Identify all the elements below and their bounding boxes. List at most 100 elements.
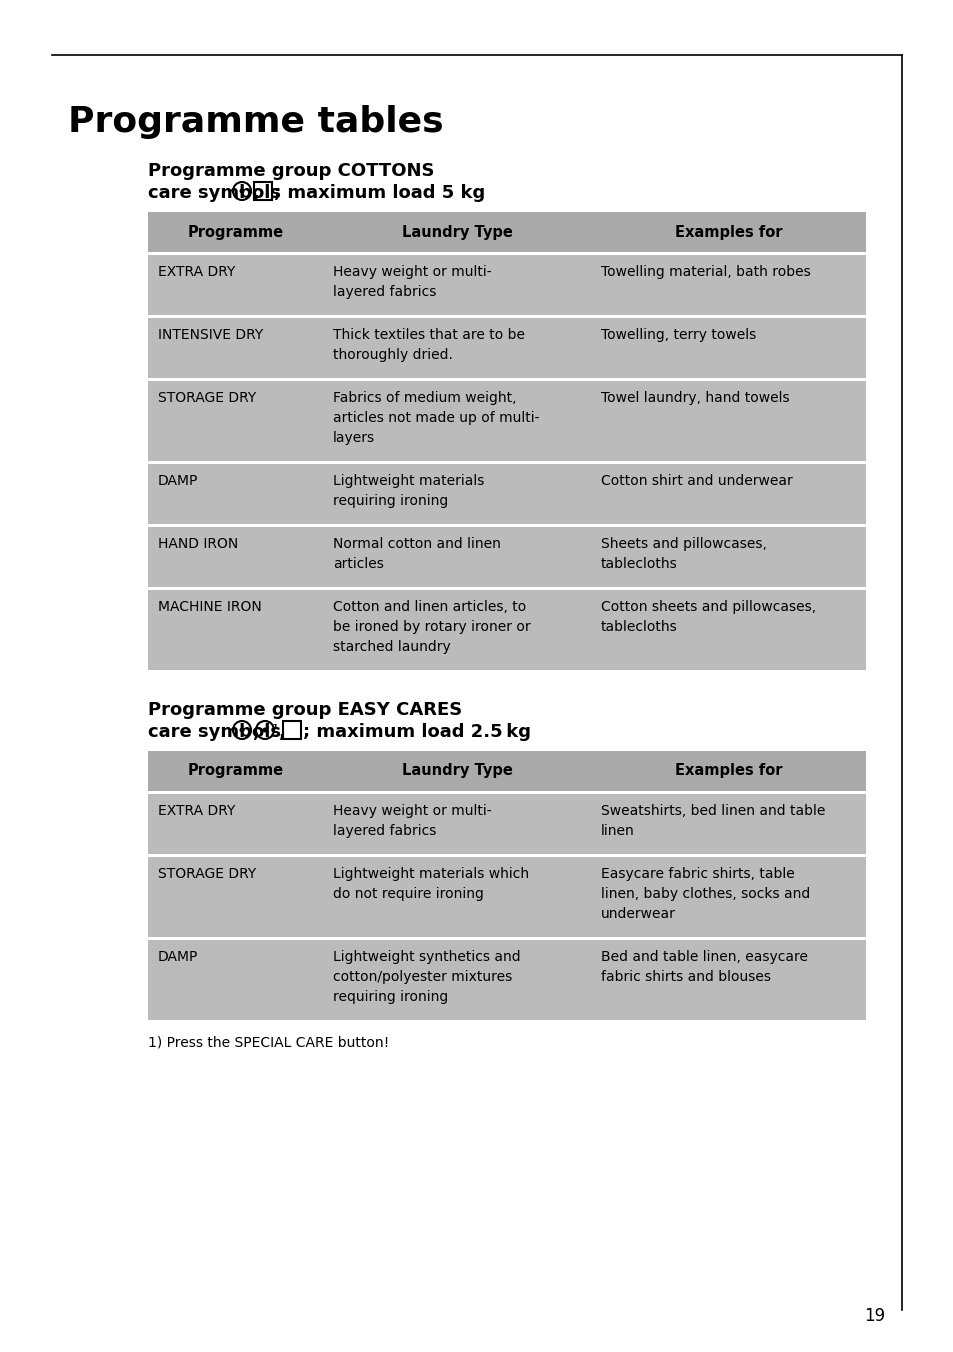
- Text: Laundry Type: Laundry Type: [401, 224, 512, 239]
- Text: tablecloths: tablecloths: [600, 557, 677, 571]
- Circle shape: [239, 188, 244, 193]
- Bar: [148, 750, 323, 791]
- Text: INTENSIVE DRY: INTENSIVE DRY: [158, 329, 263, 342]
- Text: Towelling material, bath robes: Towelling material, bath robes: [600, 265, 810, 279]
- Text: Examples for: Examples for: [674, 224, 781, 239]
- Text: Cotton shirt and underwear: Cotton shirt and underwear: [600, 475, 792, 488]
- Bar: [590, 318, 865, 379]
- Bar: [590, 256, 865, 315]
- Text: do not require ironing: do not require ironing: [333, 887, 483, 900]
- Text: EXTRA DRY: EXTRA DRY: [158, 265, 235, 279]
- Text: requiring ironing: requiring ironing: [333, 990, 448, 1005]
- Text: starched laundry: starched laundry: [333, 639, 450, 654]
- Bar: [590, 212, 865, 251]
- Bar: [148, 940, 323, 1019]
- Bar: [590, 527, 865, 587]
- Text: Fabrics of medium weight,: Fabrics of medium weight,: [333, 391, 516, 406]
- Bar: [590, 940, 865, 1019]
- Text: cotton/polyester mixtures: cotton/polyester mixtures: [333, 969, 512, 984]
- Text: Cotton sheets and pillowcases,: Cotton sheets and pillowcases,: [600, 600, 815, 614]
- Text: underwear: underwear: [600, 907, 675, 921]
- Text: Sweatshirts, bed linen and table: Sweatshirts, bed linen and table: [600, 804, 824, 818]
- Bar: [148, 857, 323, 937]
- Text: Normal cotton and linen: Normal cotton and linen: [333, 537, 500, 552]
- Text: ; maximum load 2.5 kg: ; maximum load 2.5 kg: [303, 723, 531, 741]
- Bar: [590, 381, 865, 461]
- Text: 19: 19: [863, 1307, 884, 1325]
- Bar: [283, 721, 301, 740]
- Bar: [590, 857, 865, 937]
- Text: EXTRA DRY: EXTRA DRY: [158, 804, 235, 818]
- Text: MACHINE IRON: MACHINE IRON: [158, 600, 261, 614]
- Text: Towel laundry, hand towels: Towel laundry, hand towels: [600, 391, 789, 406]
- Text: layered fabrics: layered fabrics: [333, 823, 436, 838]
- Text: Thick textiles that are to be: Thick textiles that are to be: [333, 329, 524, 342]
- Text: layers: layers: [333, 431, 375, 445]
- Text: STORAGE DRY: STORAGE DRY: [158, 391, 256, 406]
- Text: Towelling, terry towels: Towelling, terry towels: [600, 329, 756, 342]
- Bar: [590, 589, 865, 671]
- Text: Bed and table linen, easycare: Bed and table linen, easycare: [600, 950, 807, 964]
- Text: thoroughly dried.: thoroughly dried.: [333, 347, 453, 362]
- Text: ; maximum load 5 kg: ; maximum load 5 kg: [274, 184, 485, 201]
- Bar: [323, 318, 590, 379]
- Text: HAND IRON: HAND IRON: [158, 537, 238, 552]
- Bar: [148, 464, 323, 525]
- Bar: [148, 381, 323, 461]
- Text: ,: ,: [253, 184, 266, 201]
- Text: fabric shirts and blouses: fabric shirts and blouses: [600, 969, 770, 984]
- Text: Lightweight materials: Lightweight materials: [333, 475, 484, 488]
- Text: 1) Press the SPECIAL CARE button!: 1) Press the SPECIAL CARE button!: [148, 1036, 389, 1049]
- Bar: [590, 750, 865, 791]
- Text: Programme group EASY CARES: Programme group EASY CARES: [148, 700, 462, 719]
- Text: Lightweight synthetics and: Lightweight synthetics and: [333, 950, 520, 964]
- Bar: [323, 750, 590, 791]
- Text: linen: linen: [600, 823, 634, 838]
- Bar: [148, 794, 323, 854]
- Bar: [323, 940, 590, 1019]
- Circle shape: [262, 727, 267, 733]
- Circle shape: [239, 727, 244, 733]
- Text: ,: ,: [278, 723, 292, 741]
- Text: Programme group COTTONS: Programme group COTTONS: [148, 162, 434, 180]
- Bar: [148, 256, 323, 315]
- Bar: [253, 183, 272, 200]
- Bar: [323, 794, 590, 854]
- Text: Cotton and linen articles, to: Cotton and linen articles, to: [333, 600, 526, 614]
- Text: tablecloths: tablecloths: [600, 621, 677, 634]
- Text: ¹: ¹: [272, 723, 277, 735]
- Bar: [323, 256, 590, 315]
- Text: DAMP: DAMP: [158, 950, 198, 964]
- Bar: [148, 318, 323, 379]
- Bar: [323, 464, 590, 525]
- Bar: [323, 212, 590, 251]
- Text: Laundry Type: Laundry Type: [401, 764, 512, 779]
- Bar: [590, 464, 865, 525]
- Text: care symbols: care symbols: [148, 184, 287, 201]
- Text: Lightweight materials which: Lightweight materials which: [333, 867, 529, 882]
- Text: be ironed by rotary ironer or: be ironed by rotary ironer or: [333, 621, 530, 634]
- Bar: [590, 794, 865, 854]
- Text: Heavy weight or multi-: Heavy weight or multi-: [333, 265, 491, 279]
- Bar: [148, 212, 323, 251]
- Text: articles not made up of multi-: articles not made up of multi-: [333, 411, 539, 425]
- Text: Programme: Programme: [187, 224, 283, 239]
- Text: Programme tables: Programme tables: [68, 105, 443, 139]
- Text: Easycare fabric shirts, table: Easycare fabric shirts, table: [600, 867, 794, 882]
- Text: requiring ironing: requiring ironing: [333, 493, 448, 508]
- Text: ,: ,: [253, 723, 266, 741]
- Bar: [148, 589, 323, 671]
- Text: layered fabrics: layered fabrics: [333, 285, 436, 299]
- Bar: [323, 527, 590, 587]
- Text: care symbols: care symbols: [148, 723, 287, 741]
- Text: Sheets and pillowcases,: Sheets and pillowcases,: [600, 537, 766, 552]
- Text: Examples for: Examples for: [674, 764, 781, 779]
- Bar: [323, 589, 590, 671]
- Bar: [148, 527, 323, 587]
- Bar: [323, 857, 590, 937]
- Text: linen, baby clothes, socks and: linen, baby clothes, socks and: [600, 887, 809, 900]
- Text: DAMP: DAMP: [158, 475, 198, 488]
- Text: STORAGE DRY: STORAGE DRY: [158, 867, 256, 882]
- Text: Programme: Programme: [187, 764, 283, 779]
- Text: articles: articles: [333, 557, 383, 571]
